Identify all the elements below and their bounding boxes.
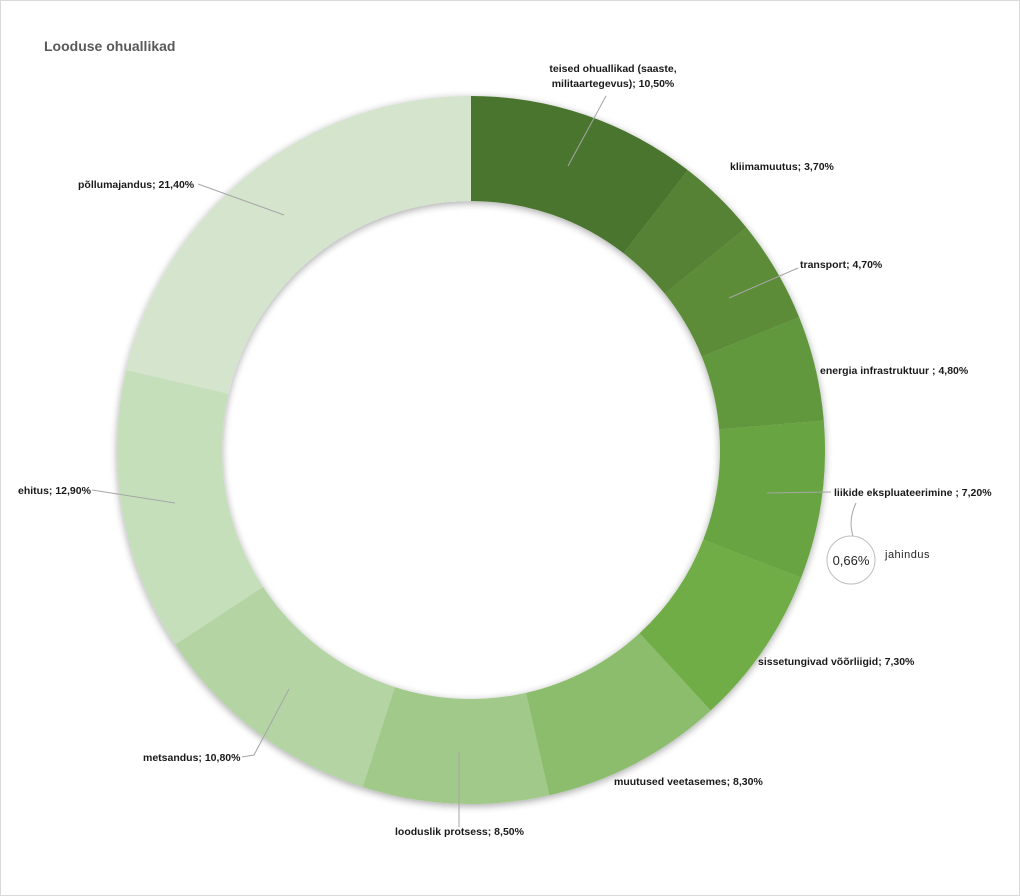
data-label: põllumajandus; 21,40% xyxy=(78,179,195,191)
slice-liikide xyxy=(703,420,825,578)
data-label: sissetungivad võõrliigid; 7,30% xyxy=(758,656,915,668)
annotation-bubble xyxy=(826,535,876,585)
data-label: transport; 4,70% xyxy=(800,259,883,271)
slice-energia xyxy=(701,317,824,430)
leader-line xyxy=(567,95,607,167)
data-label: energia infrastruktuur ; 4,80% xyxy=(820,365,969,377)
leader-line xyxy=(766,491,832,494)
leader-line xyxy=(728,267,799,299)
data-label: kliimamuutus; 3,70% xyxy=(730,161,835,173)
data-label: muutused veetasemes; 8,30% xyxy=(614,776,763,788)
slice-teised xyxy=(471,96,688,254)
data-label: liikide ekspluateerimine ; 7,20% xyxy=(834,487,992,499)
chart-title: Looduse ohuallikad xyxy=(44,38,176,54)
leader-line xyxy=(241,688,290,758)
donut-ring xyxy=(117,96,825,804)
slice-metsandus xyxy=(175,586,395,788)
data-label: ehitus; 12,90% xyxy=(18,485,92,497)
data-label: metsandus; 10,80% xyxy=(143,752,241,764)
slice-ehitus xyxy=(117,370,264,645)
annotation-connector xyxy=(850,502,857,537)
leader-line xyxy=(91,489,176,504)
data-label: looduslik protsess; 8,50% xyxy=(395,826,525,838)
slice-transport xyxy=(664,227,800,357)
leader-line xyxy=(197,183,285,216)
slice-põllumajandus xyxy=(126,96,471,394)
slice-muutused xyxy=(526,633,711,796)
annotation-value: 0,66% xyxy=(833,553,870,568)
slice-sissetungivad xyxy=(639,539,802,711)
slice-kliimamuutus xyxy=(623,170,747,294)
slice-looduslik xyxy=(362,687,550,804)
data-label: teised ohuallikad (saaste, militaartegevu… xyxy=(549,63,676,90)
annotation-caption: jahindus xyxy=(884,549,930,561)
